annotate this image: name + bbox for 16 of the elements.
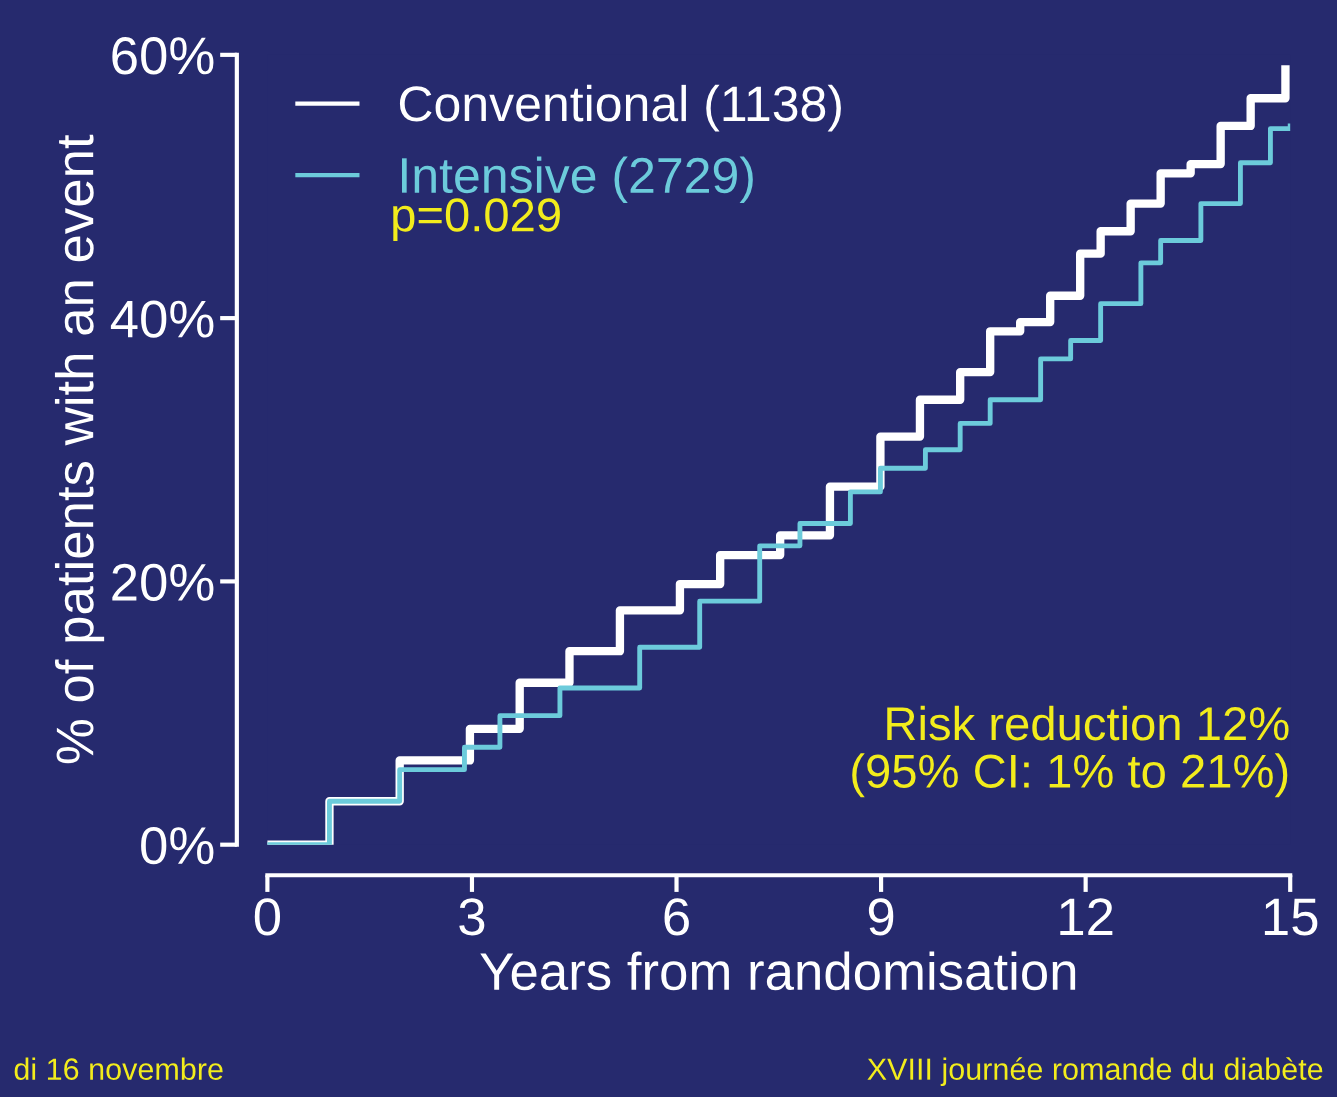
x-axis-title: Years from randomisation [480, 951, 1076, 991]
annotation: Risk reduction 12% (95% CI: 1% to 21%) [852, 705, 1289, 798]
y-axis-title: % of patients with an event [54, 134, 105, 764]
x-tick-label: 3 [459, 898, 485, 936]
text: XVIII journée romande du diabète [867, 1057, 1323, 1087]
x-tick-label: 9 [868, 898, 894, 936]
text: di 16 novembre [14, 1057, 223, 1080]
y-tick-label: 40% [110, 300, 214, 338]
x-tick-label: 12 [1060, 898, 1113, 936]
y-tick-label: 0% [141, 826, 214, 865]
x-tick-label: 15 [1264, 898, 1318, 936]
y-tick-label: 20% [112, 563, 214, 602]
x-tick-label: 6 [664, 898, 689, 936]
x-tick-label: 0 [254, 898, 281, 936]
legend-label: Conventional (1138) [399, 84, 841, 132]
y-tick-label: 60% [112, 37, 214, 75]
